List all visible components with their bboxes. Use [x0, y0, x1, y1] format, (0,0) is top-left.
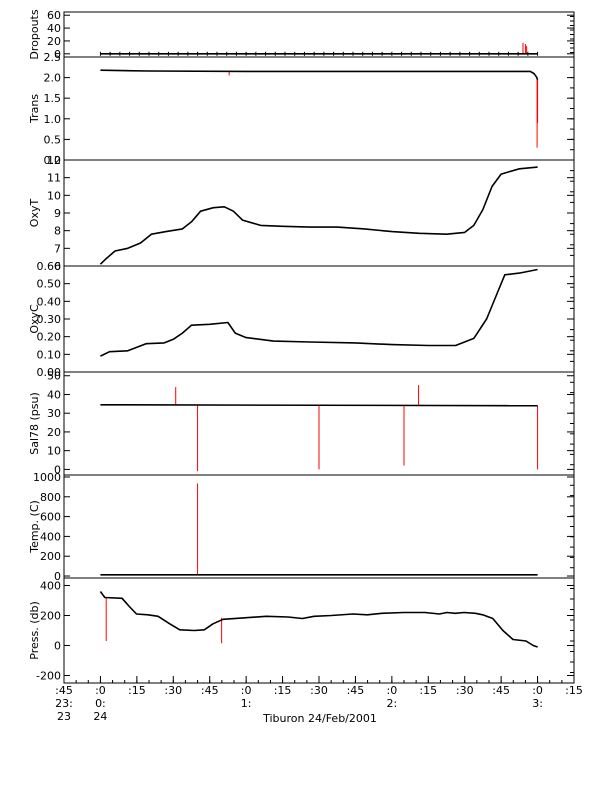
x-tick-label: :30: [164, 684, 182, 697]
panel-4: 0 10 20 30 40 50 Sal78 (psu): [28, 370, 575, 476]
y-tick-label: 1000: [33, 471, 61, 484]
y-tick-label: 30: [47, 407, 61, 420]
y-tick-label: 20: [47, 426, 61, 439]
y-tick-label: 0.30: [37, 313, 62, 326]
series-line: [99, 166, 538, 265]
x-tick-label: :15: [419, 684, 437, 697]
y-tick-label: 0.50: [37, 278, 62, 291]
y-axis-label: OxyC: [28, 304, 41, 334]
series-line: [100, 69, 539, 81]
y-tick-label: 8: [54, 225, 61, 238]
x-hour-label: 23:: [55, 697, 73, 710]
series-line: [100, 268, 538, 357]
y-tick-label: 60: [47, 9, 61, 22]
y-tick-label: 400: [40, 580, 61, 593]
y-axis-label: Temp. (C): [28, 500, 41, 554]
y-tick-label: 10: [47, 445, 61, 458]
y-tick-label: 200: [40, 610, 61, 623]
y-tick-label: 0: [54, 570, 61, 583]
x-tick-label: :15: [274, 684, 292, 697]
panel-frame: [63, 56, 575, 161]
y-tick-label: 12: [47, 154, 61, 167]
y-tick-label: 20: [47, 35, 61, 48]
x-tick-label: :0: [386, 684, 397, 697]
y-tick-label: 0: [54, 463, 61, 476]
y-tick-label: 0.5: [44, 133, 62, 146]
y-tick-label: 7: [54, 242, 61, 255]
y-tick-label: -200: [36, 670, 61, 683]
y-tick-label: 40: [47, 388, 61, 401]
x-tick-label: :15: [565, 684, 583, 697]
x-tick-label: :30: [310, 684, 328, 697]
y-tick-label: 600: [40, 511, 61, 524]
y-tick-label: 2.5: [44, 51, 62, 64]
y-axis-label: Trans: [28, 94, 41, 124]
panel-frame: [63, 159, 575, 267]
chart-title: Tiburon 24/Feb/2001: [262, 712, 377, 725]
y-tick-label: 400: [40, 530, 61, 543]
x-day-label: 24: [93, 710, 107, 723]
y-tick-label: 40: [47, 22, 61, 35]
y-axis-label: Sal78 (psu): [28, 392, 41, 455]
panel-frame: [63, 577, 575, 684]
y-tick-label: 0: [54, 48, 61, 61]
y-tick-label: 50: [47, 370, 61, 383]
x-hour-label: 3:: [532, 697, 543, 710]
x-hour-label: 1:: [241, 697, 252, 710]
y-tick-label: 0.20: [37, 331, 62, 344]
panel-frame: [63, 265, 575, 373]
x-tick-label: :45: [347, 684, 365, 697]
x-tick-label: :15: [128, 684, 146, 697]
y-tick-label: 200: [40, 550, 61, 563]
y-tick-label: 10: [47, 189, 61, 202]
y-tick-label: 11: [47, 172, 61, 185]
y-tick-label: 0.60: [37, 260, 62, 273]
x-hour-label: 0:: [95, 697, 106, 710]
y-tick-label: 0.0: [44, 154, 62, 167]
x-tick-label: :0: [532, 684, 543, 697]
panel-2: 6 7 8 9 10 11 12 OxyT: [28, 154, 575, 273]
y-tick-label: 2.0: [44, 72, 62, 85]
x-tick-label: :45: [201, 684, 219, 697]
y-tick-label: 800: [40, 491, 61, 504]
x-tick-label: :30: [456, 684, 474, 697]
y-tick-label: 0.40: [37, 295, 62, 308]
x-tick-label: :45: [492, 684, 510, 697]
x-tick-label: :0: [241, 684, 252, 697]
panel-frame: [63, 11, 575, 58]
y-tick-label: 1.0: [44, 113, 62, 126]
x-day-label: 23: [57, 710, 71, 723]
y-tick-label: 0.00: [37, 366, 62, 379]
y-tick-label: 6: [54, 260, 61, 273]
time-axis: :4523:23:00:24:15:30:45:01::15:30:45:02:…: [55, 676, 583, 723]
series-line: [100, 404, 538, 407]
panel-3: 0.00 0.10 0.20 0.30 0.40 0.50 0.60 OxyC: [28, 260, 575, 379]
y-axis-label: Press. (db): [28, 601, 41, 660]
panel-1: 0.0 0.5 1.0 1.5 2.0 2.5 Trans: [28, 51, 575, 167]
series-line: [99, 591, 538, 648]
x-hour-label: 2:: [386, 697, 397, 710]
y-tick-label: 9: [54, 207, 61, 220]
panel-frame: [63, 474, 575, 579]
y-axis-label: Dropouts: [28, 9, 41, 59]
y-tick-label: 1.5: [44, 92, 62, 105]
x-tick-label: :0: [95, 684, 106, 697]
panels: 0204060Dropouts0.00.51.01.52.02.5Trans67…: [28, 9, 575, 684]
y-axis-label: OxyT: [28, 199, 41, 228]
y-tick-label: 0.10: [37, 348, 62, 361]
panel-5: 0 200 400 600 800 1000 Temp. (C): [28, 471, 575, 583]
y-tick-label: 0: [54, 640, 61, 653]
x-tick-label: :45: [55, 684, 73, 697]
panel-6: -200 0 200 400 Press. (db): [28, 577, 575, 684]
